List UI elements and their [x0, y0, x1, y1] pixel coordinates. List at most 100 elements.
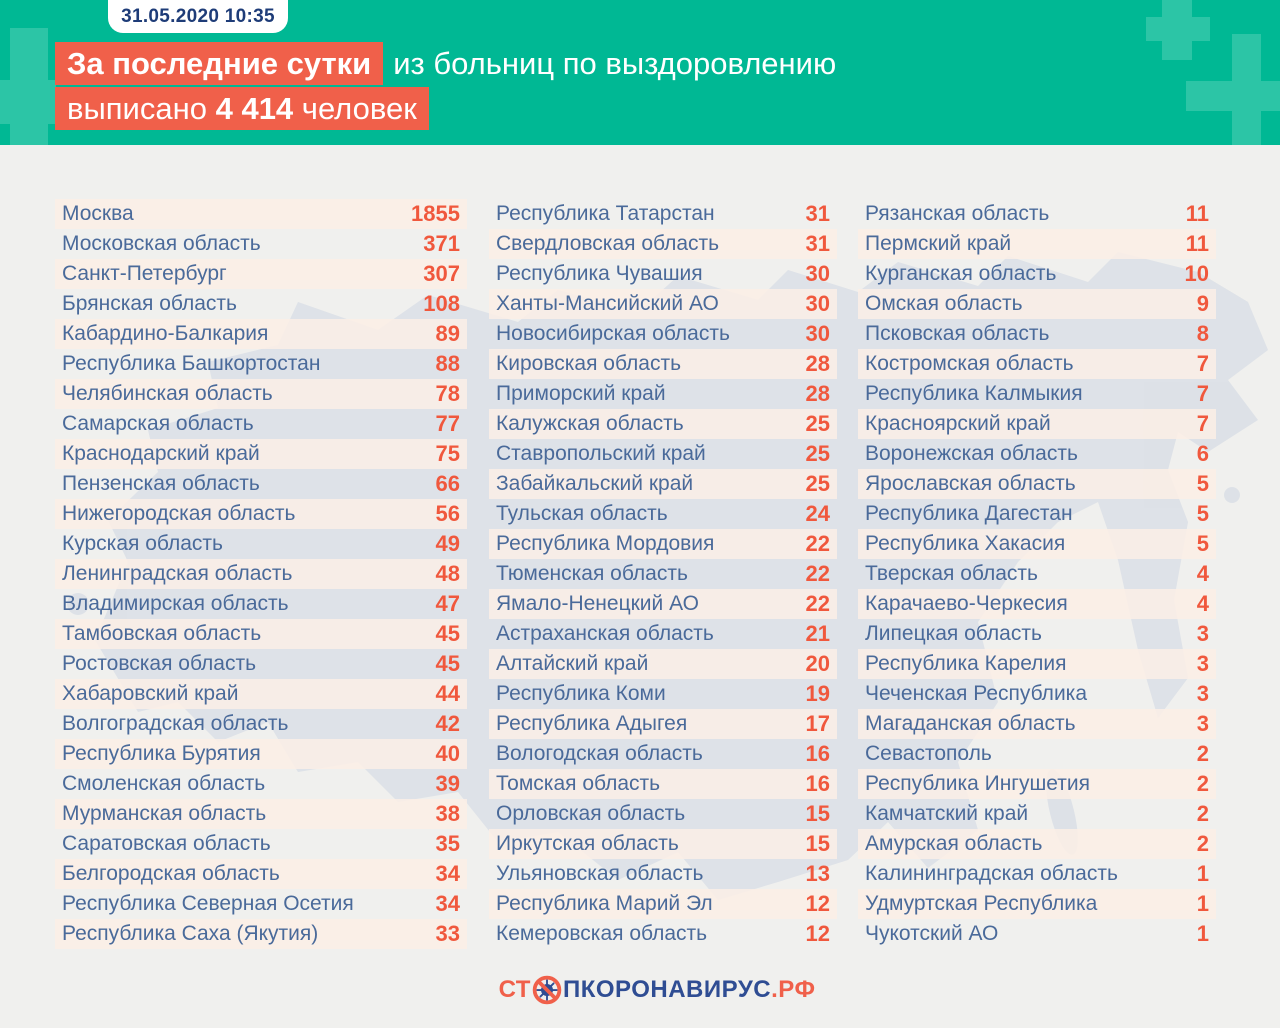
region-row: Республика Адыгея 17 — [489, 709, 837, 739]
region-name: Кабардино-Балкария — [62, 322, 269, 345]
region-row: Свердловская область 31 — [489, 229, 837, 259]
region-value: 44 — [435, 681, 460, 706]
region-column-2: Республика Татарстан 31 Свердловская облас… — [489, 199, 837, 949]
region-value: 25 — [805, 411, 830, 436]
region-value: 35 — [435, 831, 460, 856]
region-value: 21 — [805, 621, 830, 646]
region-value: 22 — [805, 531, 830, 556]
region-row: Тюменская область 22 — [489, 559, 837, 589]
region-row: Краснодарский край 75 — [55, 439, 467, 469]
region-name: Ульяновская область — [496, 862, 704, 885]
region-value: 10 — [1184, 261, 1209, 286]
headline-highlight-2: выписано 4 414 человек — [55, 87, 429, 130]
region-value: 2 — [1196, 801, 1209, 826]
region-row: Томская область 16 — [489, 769, 837, 799]
region-value: 3 — [1196, 651, 1209, 676]
headline: За последние сутки из больниц по выздоров… — [55, 42, 836, 132]
region-value: 1855 — [411, 201, 460, 226]
region-value: 24 — [805, 501, 830, 526]
region-value: 4 — [1196, 561, 1209, 586]
region-value: 30 — [805, 291, 830, 316]
region-name: Республика Бурятия — [62, 742, 261, 765]
date-text: 31.05.2020 10:35 — [121, 5, 275, 27]
region-row: Ставропольский край 25 — [489, 439, 837, 469]
region-name: Пензенская область — [62, 472, 260, 495]
region-name: Чукотский АО — [865, 922, 999, 945]
region-value: 13 — [805, 861, 830, 886]
region-name: Краснодарский край — [62, 442, 260, 465]
region-value: 31 — [805, 231, 830, 256]
region-row: Ямало-Ненецкий АО 22 — [489, 589, 837, 619]
region-name: Карачаево-Черкесия — [865, 592, 1068, 615]
region-value: 20 — [805, 651, 830, 676]
region-name: Республика Марий Эл — [496, 892, 713, 915]
logo-prefix: СТ — [498, 976, 531, 1003]
region-row: Вологодская область 16 — [489, 739, 837, 769]
region-row: Республика Дагестан 5 — [858, 499, 1216, 529]
region-row: Новосибирская область 30 — [489, 319, 837, 349]
region-row: Смоленская область 39 — [55, 769, 467, 799]
region-value: 15 — [805, 831, 830, 856]
region-name: Ростовская область — [62, 652, 257, 675]
region-row: Псковская область 8 — [858, 319, 1216, 349]
region-value: 88 — [435, 351, 460, 376]
region-name: Республика Чувашия — [496, 262, 703, 285]
region-value: 22 — [805, 591, 830, 616]
region-row: Кабардино-Балкария 89 — [55, 319, 467, 349]
region-value: 12 — [805, 891, 830, 916]
region-name: Томская область — [496, 772, 661, 795]
region-value: 1 — [1196, 921, 1209, 946]
region-value: 9 — [1196, 291, 1209, 316]
discharged-label: выписано — [67, 91, 207, 126]
region-value: 371 — [423, 231, 460, 256]
region-value: 1 — [1196, 891, 1209, 916]
region-value: 4 — [1196, 591, 1209, 616]
region-name: Республика Башкортостан — [62, 352, 321, 375]
region-row: Ульяновская область 13 — [489, 859, 837, 889]
region-name: Брянская область — [62, 292, 237, 315]
date-badge: 31.05.2020 10:35 — [108, 0, 288, 33]
region-value: 5 — [1196, 531, 1209, 556]
region-name: Ямало-Ненецкий АО — [496, 592, 699, 615]
region-name: Удмуртская Республика — [865, 892, 1098, 915]
region-row: Забайкальский край 25 — [489, 469, 837, 499]
region-name: Владимирская область — [62, 592, 289, 615]
region-value: 307 — [423, 261, 460, 286]
people-label: человек — [301, 91, 417, 126]
region-name: Амурская область — [865, 832, 1043, 855]
region-row: Санкт-Петербург 307 — [55, 259, 467, 289]
region-name: Калужская область — [496, 412, 684, 435]
region-row: Республика Хакасия 5 — [858, 529, 1216, 559]
region-value: 5 — [1196, 501, 1209, 526]
region-name: Омская область — [865, 292, 1023, 315]
region-row: Севастополь 2 — [858, 739, 1216, 769]
region-value: 40 — [435, 741, 460, 766]
region-name: Калининградская область — [865, 862, 1118, 885]
region-row: Удмуртская Республика 1 — [858, 889, 1216, 919]
region-value: 16 — [805, 741, 830, 766]
region-row: Республика Ингушетия 2 — [858, 769, 1216, 799]
region-row: Республика Татарстан 31 — [489, 199, 837, 229]
region-name: Чеченская Республика — [865, 682, 1087, 705]
region-value: 28 — [805, 351, 830, 376]
region-row: Кировская область 28 — [489, 349, 837, 379]
region-value: 6 — [1196, 441, 1209, 466]
region-name: Свердловская область — [496, 232, 720, 255]
region-name: Волгоградская область — [62, 712, 289, 735]
region-value: 75 — [435, 441, 460, 466]
region-name: Иркутская область — [496, 832, 679, 855]
region-row: Брянская область 108 — [55, 289, 467, 319]
region-value: 47 — [435, 591, 460, 616]
region-row: Челябинская область 78 — [55, 379, 467, 409]
region-value: 7 — [1196, 381, 1209, 406]
region-value: 2 — [1196, 831, 1209, 856]
region-row: Республика Калмыкия 7 — [858, 379, 1216, 409]
region-row: Красноярский край 7 — [858, 409, 1216, 439]
headline-highlight: За последние сутки — [55, 42, 384, 85]
region-value: 11 — [1185, 231, 1209, 256]
region-name: Костромская область — [865, 352, 1074, 375]
region-name: Забайкальский край — [496, 472, 694, 495]
region-value: 45 — [435, 651, 460, 676]
region-name: Московская область — [62, 232, 261, 255]
